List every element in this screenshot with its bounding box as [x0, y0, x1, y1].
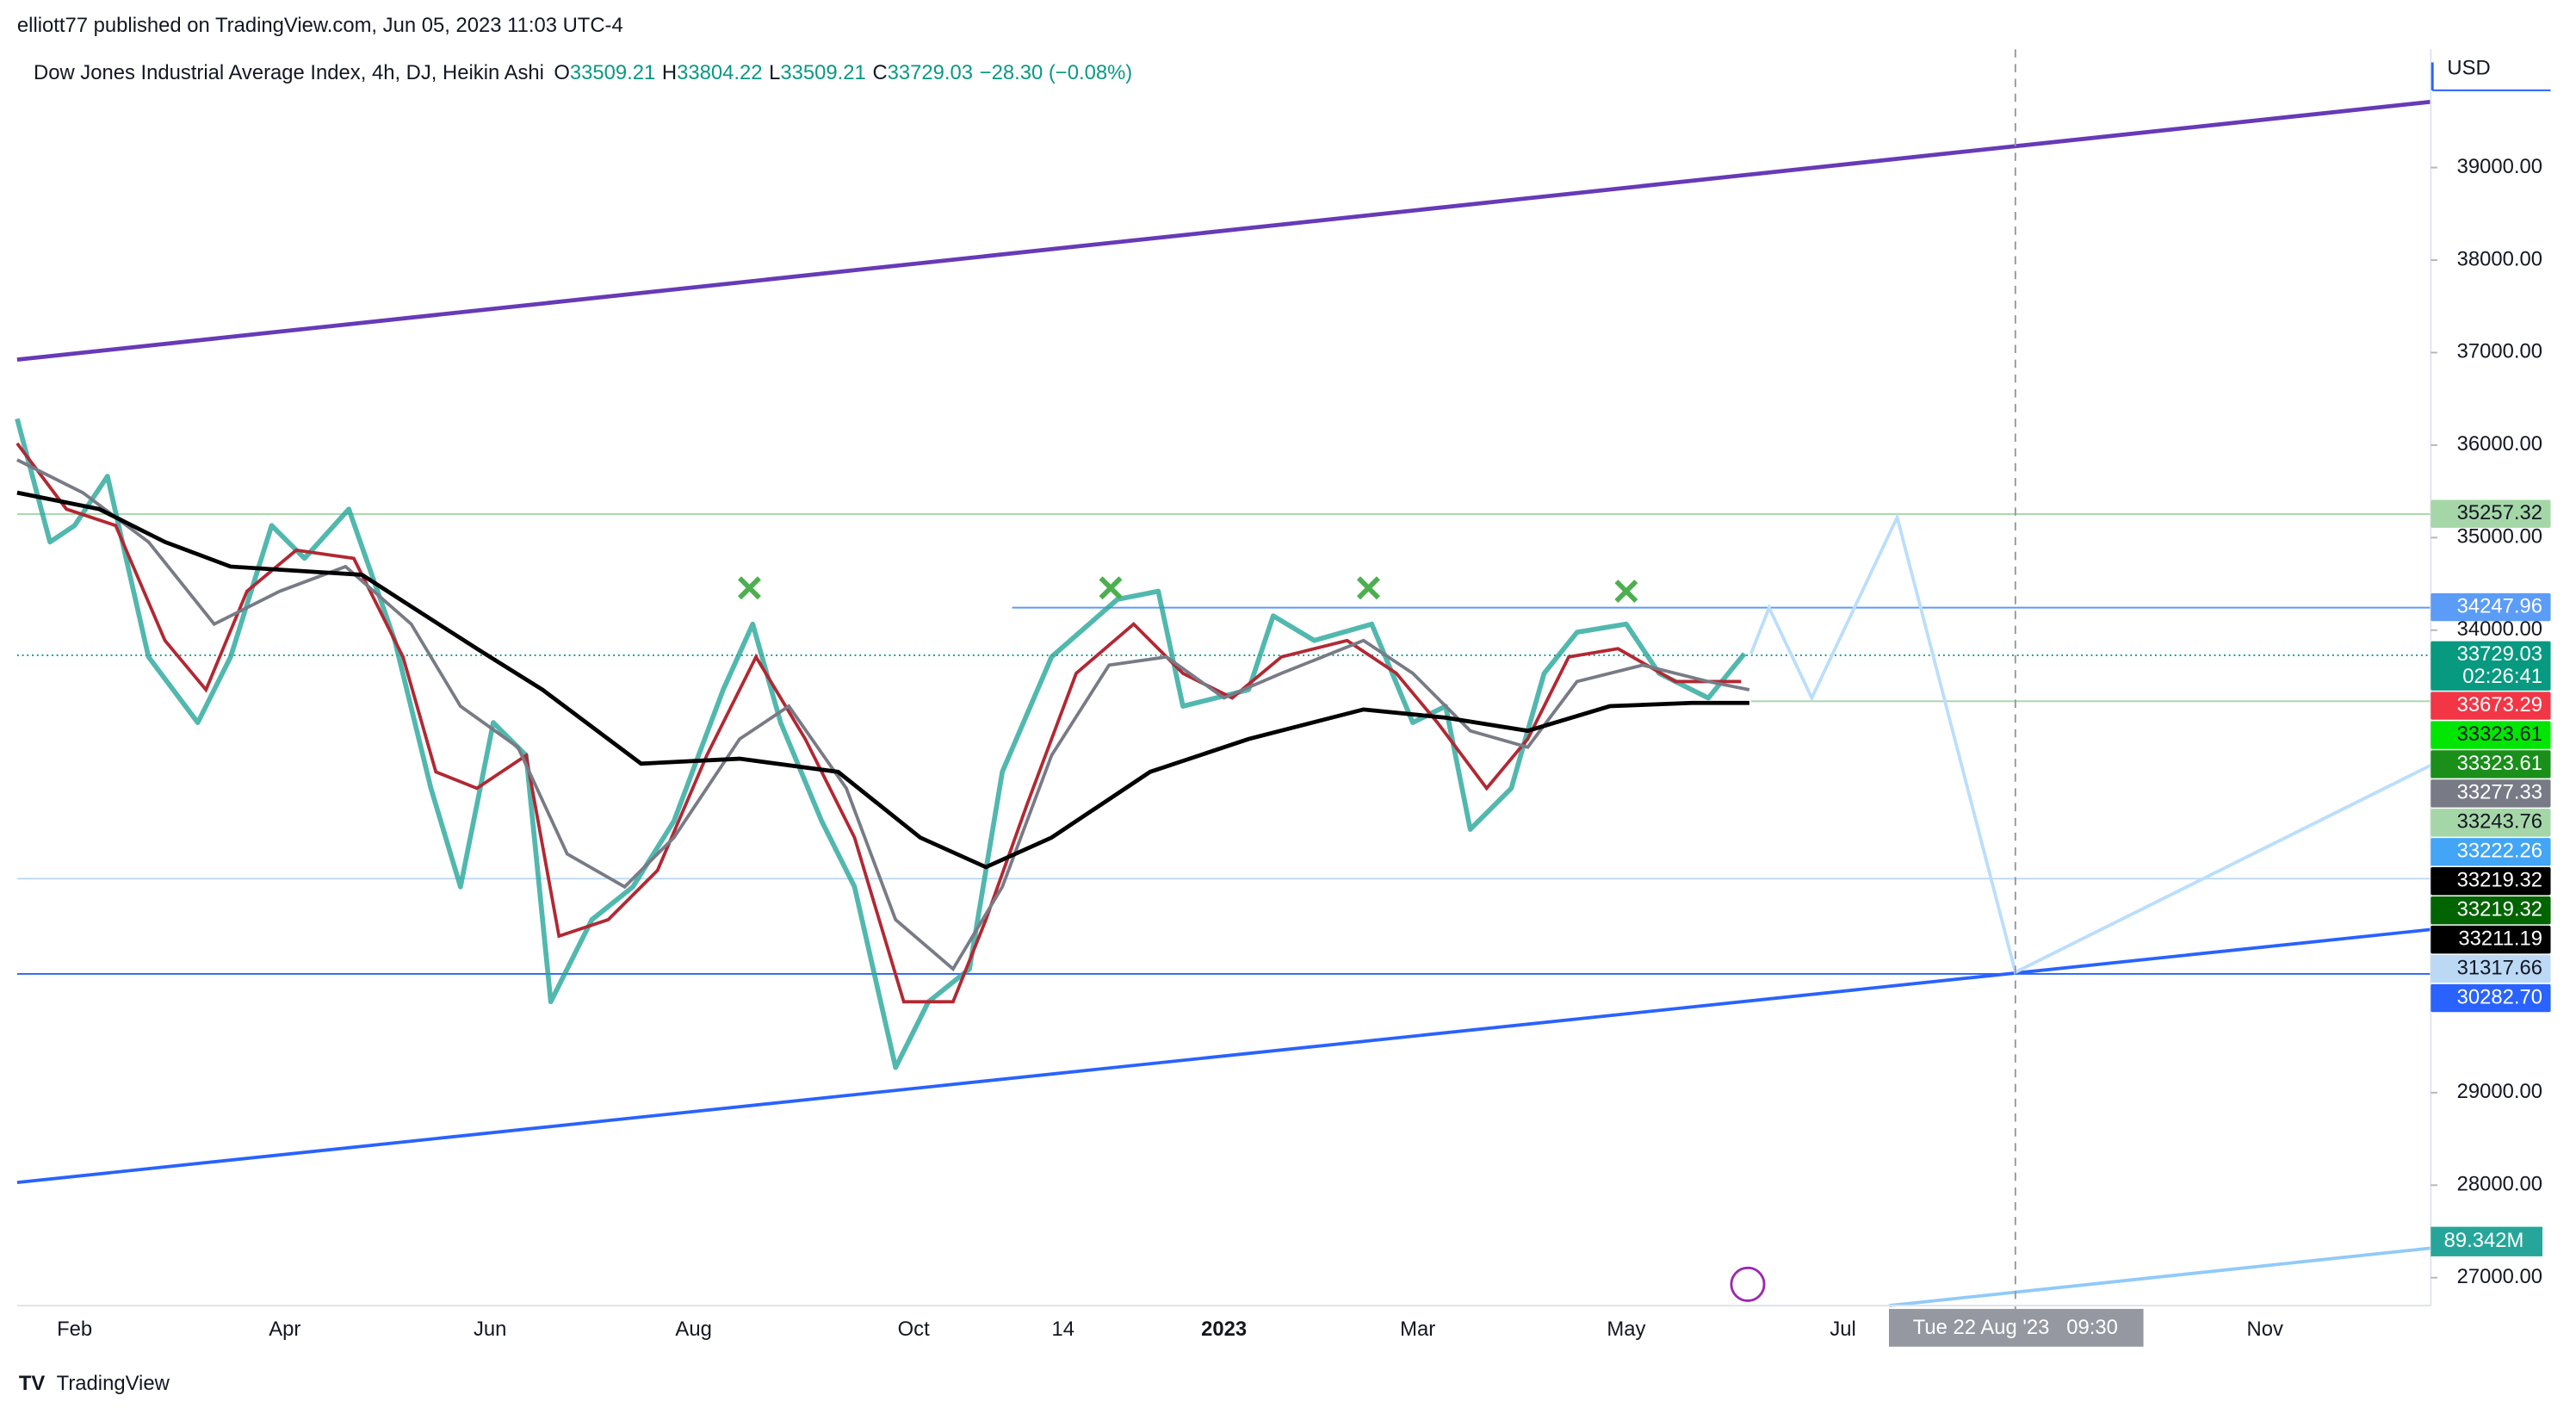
- drawings: [15, 49, 2432, 1309]
- price-tag: [2430, 641, 2551, 691]
- projection-line: [1888, 1246, 2431, 1308]
- price-tag-label: 33673.29: [2457, 693, 2542, 716]
- long-moving-average: [16, 490, 1749, 870]
- price-label: 28000.00: [2457, 1173, 2542, 1196]
- price-tag: [2430, 592, 2551, 622]
- time-label: Apr: [269, 1318, 300, 1341]
- time-label: Feb: [57, 1318, 92, 1341]
- price-path: [15, 418, 1747, 1070]
- price-tag-label: 35257.32: [2457, 501, 2542, 524]
- time-label: Mar: [1400, 1318, 1435, 1341]
- price-tag: [2430, 954, 2551, 983]
- price-label: 34000.00: [2457, 617, 2542, 641]
- volume-tag-label: 89.342M: [2444, 1229, 2524, 1252]
- price-tag: [2430, 867, 2551, 896]
- publish-info: elliott77 published on TradingView.com, …: [17, 14, 623, 37]
- price-label: 27000.00: [2457, 1265, 2542, 1288]
- price-tag: [2430, 499, 2551, 528]
- price-label: 38000.00: [2457, 247, 2542, 270]
- time-label: Jul: [1830, 1318, 1855, 1341]
- currency[interactable]: USD: [2447, 56, 2490, 79]
- time-label: 14: [1051, 1318, 1074, 1341]
- price-tag-label: 33243.76: [2457, 810, 2542, 834]
- time-label: Jun: [474, 1318, 506, 1341]
- crosshair-time: Tue 22 Aug '23 09:30: [1913, 1316, 2118, 1339]
- price-tag-label: 33219.32: [2457, 869, 2542, 892]
- legend-change: −28.30 (−0.08%): [980, 61, 1133, 84]
- price-label: 35000.00: [2457, 525, 2542, 549]
- time-label: Oct: [898, 1318, 930, 1341]
- crosshair-time-box: [1888, 1308, 2144, 1347]
- price-tag-label: 33323.61: [2457, 723, 2542, 746]
- price-tag-label: 33277.33: [2457, 781, 2542, 804]
- time-label: Aug: [675, 1318, 711, 1341]
- price-label: 29000.00: [2457, 1080, 2542, 1103]
- price-tag-label: 33222.26: [2457, 840, 2542, 863]
- price-tag-label: 33729.03: [2457, 642, 2542, 666]
- price-tag-label: 34247.96: [2457, 594, 2542, 617]
- legend-key: C: [872, 61, 887, 84]
- legend-value: 33804.22: [677, 61, 762, 84]
- price-label: 36000.00: [2457, 432, 2542, 456]
- brand[interactable]: TradingView: [57, 1372, 170, 1395]
- price-tag: [2430, 750, 2551, 778]
- fast-moving-average: [15, 442, 1742, 1004]
- price-tag-label: 33211.19: [2458, 927, 2542, 950]
- alert-icon[interactable]: [1730, 1266, 1766, 1302]
- price-label: 39000.00: [2457, 155, 2542, 178]
- legend-key: L: [769, 61, 780, 84]
- legend-key: H: [662, 61, 677, 84]
- time-label: May: [1607, 1318, 1645, 1341]
- legend-value: 33509.21: [570, 61, 655, 84]
- price-tag-label: 30282.70: [2457, 985, 2542, 1008]
- brand-logo: TV: [19, 1372, 46, 1395]
- time-label: 2023: [1201, 1318, 1247, 1341]
- legend-value: 33509.21: [780, 61, 865, 84]
- legend-value: 33729.03: [888, 61, 973, 84]
- projection-path: [1749, 512, 2432, 975]
- price-tag-label: 33219.32: [2457, 897, 2542, 921]
- volume-tag: [2430, 1226, 2543, 1256]
- lower-trend-line: [16, 927, 2431, 1184]
- countdown: 02:26:41: [2462, 665, 2542, 688]
- price-tag: [2430, 691, 2551, 720]
- price-tag-label: 33323.61: [2457, 752, 2542, 775]
- legend: Dow Jones Industrial Average Index, 4h, …: [34, 61, 1132, 84]
- x-markers: [738, 576, 1638, 604]
- price-tag: [2430, 809, 2551, 837]
- time-label: Nov: [2247, 1318, 2283, 1341]
- price-label: 37000.00: [2457, 340, 2542, 363]
- price-tag: [2430, 779, 2551, 808]
- price-tag-label: 31317.66: [2457, 956, 2542, 979]
- upper-trend-line: [16, 99, 2431, 363]
- slow-moving-average: [16, 458, 1750, 972]
- price-tag: [2430, 925, 2551, 954]
- price-tag: [2430, 721, 2551, 749]
- legend-key: O: [554, 61, 570, 84]
- legend-title: Dow Jones Industrial Average Index, 4h, …: [34, 61, 544, 84]
- price-tag: [2430, 896, 2551, 925]
- price-tag: [2430, 983, 2551, 1013]
- price-tag: [2430, 838, 2551, 866]
